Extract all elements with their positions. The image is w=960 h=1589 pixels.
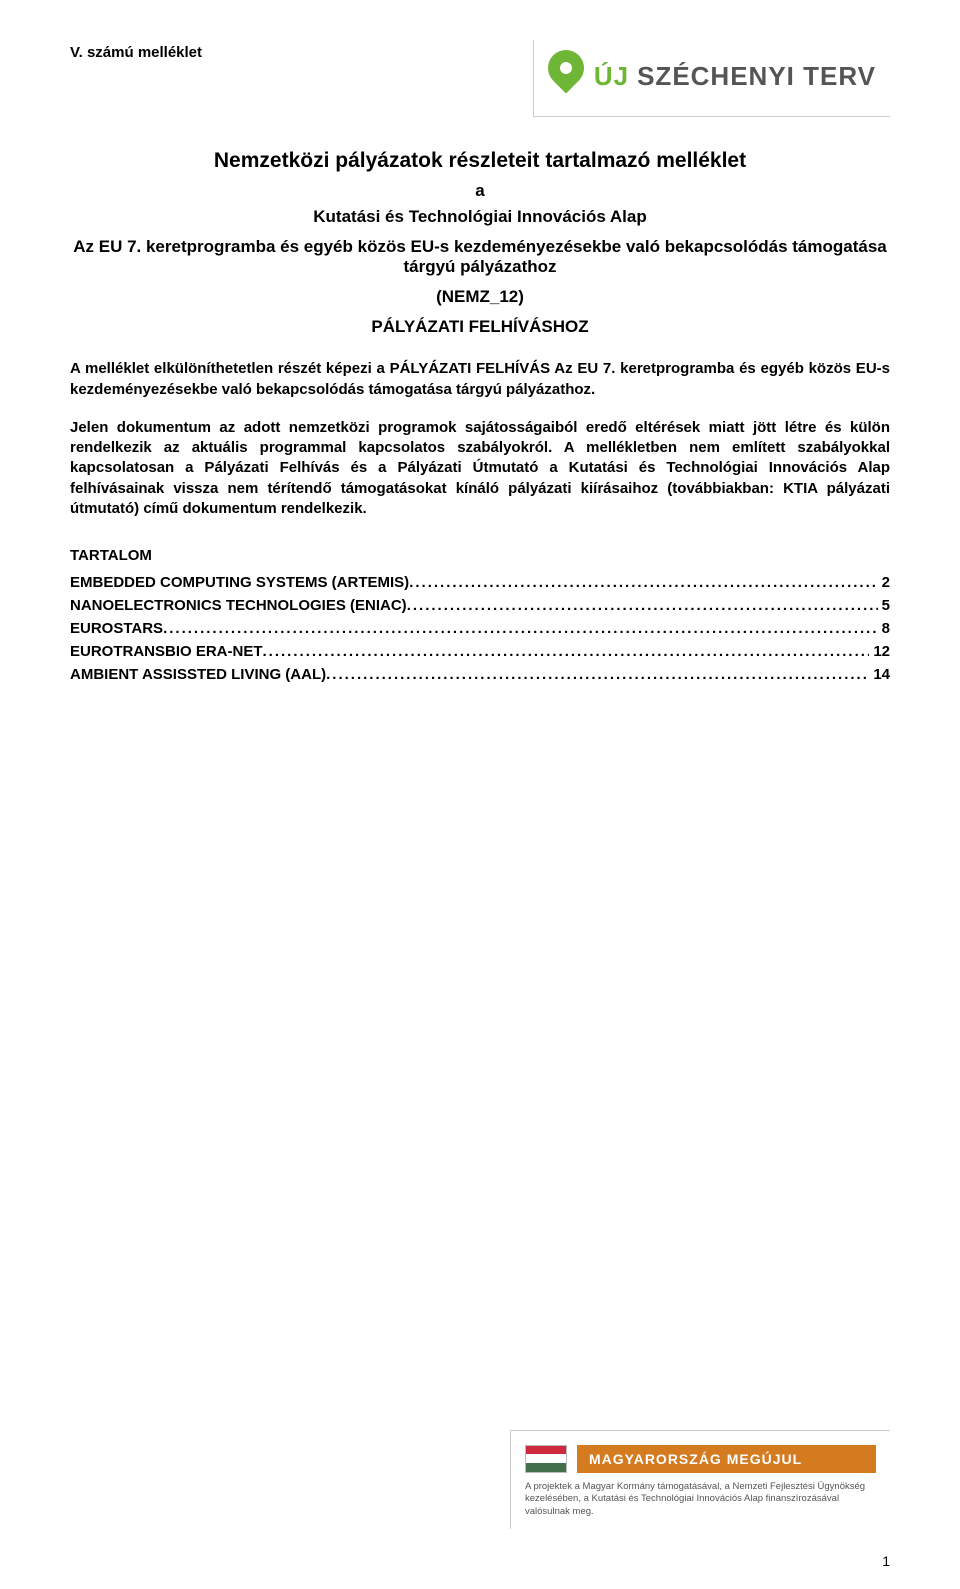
toc-item-page: 8 xyxy=(878,620,890,637)
toc-item-label: AMBIENT ASSISSTED LIVING (AAL) xyxy=(70,666,326,683)
badge-top-row: MAGYARORSZÁG MEGÚJUL xyxy=(525,1445,876,1473)
toc-leader-dots xyxy=(407,597,878,614)
toc-item: EUROTRANSBIO ERA-NET 12 xyxy=(70,643,890,660)
logo-szechenyi-terv: ÚJ SZÉCHENYI TERV xyxy=(533,40,890,117)
footer-badge: MAGYARORSZÁG MEGÚJUL A projektek a Magya… xyxy=(510,1430,890,1529)
title-main: Nemzetközi pályázatok részleteit tartalm… xyxy=(70,147,890,175)
title-doc-type: PÁLYÁZATI FELHÍVÁSHOZ xyxy=(70,317,890,337)
title-a: a xyxy=(70,181,890,201)
page-number: 1 xyxy=(882,1553,890,1569)
toc-list: EMBEDDED COMPUTING SYSTEMS (ARTEMIS) 2 N… xyxy=(70,574,890,683)
logo-text: ÚJ SZÉCHENYI TERV xyxy=(594,61,876,92)
title-sub1: Kutatási és Technológiai Innovációs Alap xyxy=(70,207,890,227)
toc-leader-dots xyxy=(263,643,870,660)
toc-item-page: 2 xyxy=(878,574,890,591)
paragraph-1: A melléklet elkülöníthetetlen részét kép… xyxy=(70,359,890,400)
toc-leader-dots xyxy=(409,574,877,591)
toc-item-label: EUROTRANSBIO ERA-NET xyxy=(70,643,263,660)
toc-item-label: NANOELECTRONICS TECHNOLOGIES (ENIAC) xyxy=(70,597,407,614)
toc-item-label: EMBEDDED COMPUTING SYSTEMS (ARTEMIS) xyxy=(70,574,409,591)
toc-item-label: EUROSTARS xyxy=(70,620,163,637)
document-page: V. számú melléklet ÚJ SZÉCHENYI TERV Nem… xyxy=(0,0,960,1589)
title-sub2: Az EU 7. keretprogramba és egyéb közös E… xyxy=(70,237,890,277)
toc-item-page: 5 xyxy=(878,597,890,614)
paragraph-2: Jelen dokumentum az adott nemzetközi pro… xyxy=(70,418,890,519)
toc-item: EMBEDDED COMPUTING SYSTEMS (ARTEMIS) 2 xyxy=(70,574,890,591)
badge-caption: A projektek a Magyar Kormány támogatásáv… xyxy=(525,1481,876,1519)
toc-leader-dots xyxy=(163,620,878,637)
logo-word-uj: ÚJ xyxy=(594,61,629,92)
toc-item: EUROSTARS 8 xyxy=(70,620,890,637)
title-code: (NEMZ_12) xyxy=(70,287,890,307)
toc-item-page: 12 xyxy=(869,643,890,660)
map-pin-icon xyxy=(548,50,584,102)
toc-item-page: 14 xyxy=(869,666,890,683)
header-row: V. számú melléklet ÚJ SZÉCHENYI TERV xyxy=(70,40,890,117)
toc-item: AMBIENT ASSISSTED LIVING (AAL) 14 xyxy=(70,666,890,683)
toc-item: NANOELECTRONICS TECHNOLOGIES (ENIAC) 5 xyxy=(70,597,890,614)
title-block: Nemzetközi pályázatok részleteit tartalm… xyxy=(70,147,890,337)
hungary-flag-icon xyxy=(525,1445,567,1473)
toc-heading: TARTALOM xyxy=(70,547,890,564)
badge-title: MAGYARORSZÁG MEGÚJUL xyxy=(577,1445,876,1473)
annex-label: V. számú melléklet xyxy=(70,40,202,61)
toc-leader-dots xyxy=(326,666,869,683)
logo-word-name: SZÉCHENYI TERV xyxy=(637,61,876,92)
